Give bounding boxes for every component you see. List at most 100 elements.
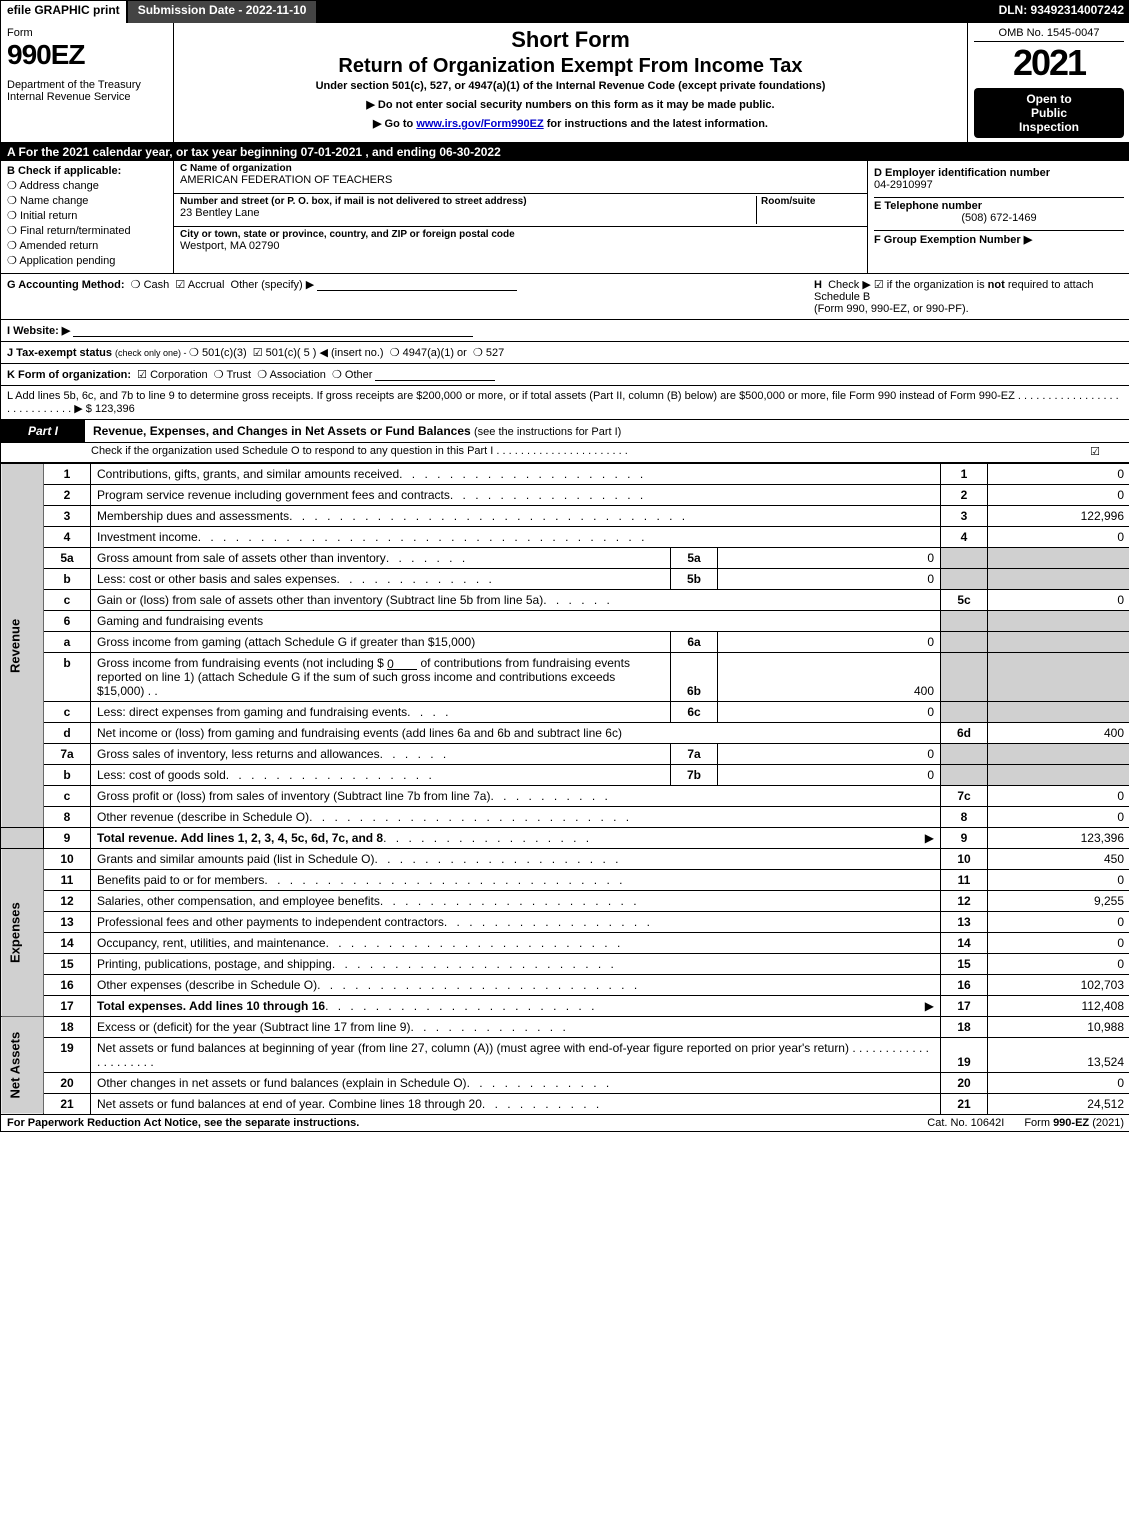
line-8-no: 8 <box>44 807 91 828</box>
part-i-title-text: Revenue, Expenses, and Changes in Net As… <box>93 424 471 438</box>
cb-527-label: 527 <box>486 347 504 359</box>
cb-trust-icon[interactable]: ❍ <box>214 369 224 381</box>
line-8: 8 Other revenue (describe in Schedule O)… <box>1 807 1129 828</box>
cb-trust-label: Trust <box>226 369 251 381</box>
line-7a-subno: 7a <box>671 744 718 765</box>
city-row: City or town, state or province, country… <box>174 227 867 259</box>
l-arrow-icon: ▶ <box>74 403 82 415</box>
cb-initial-return[interactable]: ❍ Initial return <box>7 209 167 222</box>
line-6a-subval: 0 <box>718 632 941 653</box>
cb-assoc-label: Association <box>270 369 326 381</box>
line-6c-subno: 6c <box>671 702 718 723</box>
line-3-no: 3 <box>44 506 91 527</box>
line-7a-subval: 0 <box>718 744 941 765</box>
efile-print-label[interactable]: efile GRAPHIC print <box>1 1 128 23</box>
line-4-val: 0 <box>988 527 1129 548</box>
line-6a-subno: 6a <box>671 632 718 653</box>
line-6a-desc: Gross income from gaming (attach Schedul… <box>91 632 671 653</box>
other-org-field[interactable] <box>375 368 495 381</box>
line-6a-box-shade <box>941 632 988 653</box>
line-6a: a Gross income from gaming (attach Sched… <box>1 632 1129 653</box>
line-6: 6 Gaming and fundraising events <box>1 611 1129 632</box>
line-4-desc: Investment income <box>97 530 198 544</box>
line-3-val: 122,996 <box>988 506 1129 527</box>
part-i-note-checkbox-icon[interactable]: ☑ <box>1090 446 1100 458</box>
line-9-side <box>1 828 44 849</box>
line-15-no: 15 <box>44 954 91 975</box>
cb-initial-return-label: Initial return <box>20 210 77 222</box>
line-2-desc: Program service revenue including govern… <box>97 488 450 502</box>
cb-amended-return[interactable]: ❍ Amended return <box>7 239 167 252</box>
line-21-box: 21 <box>941 1094 988 1115</box>
g-label: G Accounting Method: <box>7 279 125 291</box>
line-7a-no: 7a <box>44 744 91 765</box>
submission-date-label: Submission Date - 2022-11-10 <box>128 1 319 23</box>
cb-accrual-icon[interactable]: ☑ <box>175 279 185 291</box>
line-9-desc: Total revenue. Add lines 1, 2, 3, 4, 5c,… <box>97 831 383 845</box>
cb-527-icon[interactable]: ❍ <box>473 347 483 359</box>
line-12-box: 12 <box>941 891 988 912</box>
line-6b-subval: 400 <box>718 653 941 702</box>
line-6c: c Less: direct expenses from gaming and … <box>1 702 1129 723</box>
line-6c-val-shade <box>988 702 1129 723</box>
cb-schedule-b-icon[interactable]: ☑ <box>874 279 884 291</box>
section-c: C Name of organization AMERICAN FEDERATI… <box>174 161 868 273</box>
line-6c-desc: Less: direct expenses from gaming and fu… <box>97 705 407 719</box>
cb-other-org-icon[interactable]: ❍ <box>332 369 342 381</box>
line-6b-desc1: Gross income from fundraising events (no… <box>97 656 384 670</box>
tax-year: 2021 <box>974 42 1124 84</box>
cb-final-return-label: Final return/terminated <box>20 225 131 237</box>
line-5a-subval: 0 <box>718 548 941 569</box>
irs-link[interactable]: www.irs.gov/Form990EZ <box>416 118 543 130</box>
cb-corp-icon[interactable]: ☑ <box>137 369 147 381</box>
cb-application-pending[interactable]: ❍ Application pending <box>7 254 167 267</box>
cb-final-return[interactable]: ❍ Final return/terminated <box>7 224 167 237</box>
line-6b-desc-cell: Gross income from fundraising events (no… <box>91 653 671 702</box>
h-text1: Check ▶ <box>828 279 874 291</box>
h-not: not <box>988 279 1005 291</box>
cb-cash-label: Cash <box>144 279 170 291</box>
cb-application-pending-label: Application pending <box>19 255 115 267</box>
line-6b-subno: 6b <box>671 653 718 702</box>
footer-form-suffix: (2021) <box>1092 1117 1124 1129</box>
footer-form-prefix: Form <box>1024 1117 1053 1129</box>
section-i: I Website: ▶ <box>1 320 1129 342</box>
line-11-no: 11 <box>44 870 91 891</box>
page-footer: For Paperwork Reduction Act Notice, see … <box>1 1114 1129 1131</box>
line-18-desc: Excess or (deficit) for the year (Subtra… <box>97 1020 410 1034</box>
line-15-desc: Printing, publications, postage, and shi… <box>97 957 332 971</box>
line-20-box: 20 <box>941 1073 988 1094</box>
part-i-note-dots: . . . . . . . . . . . . . . . . . . . . … <box>496 445 627 457</box>
line-21-desc: Net assets or fund balances at end of ye… <box>97 1097 482 1111</box>
cb-accrual-label: Accrual <box>188 279 225 291</box>
line-6d-val: 400 <box>988 723 1129 744</box>
cb-501c-label: 501(c)( 5 ) ◀ (insert no.) <box>266 347 384 359</box>
line-6d-desc: Net income or (loss) from gaming and fun… <box>91 723 941 744</box>
city-label: City or town, state or province, country… <box>180 229 861 240</box>
cb-4947-icon[interactable]: ❍ <box>390 347 400 359</box>
website-field[interactable] <box>73 324 473 337</box>
line-17-desc: Total expenses. Add lines 10 through 16 <box>97 999 325 1013</box>
line-19-val: 13,524 <box>988 1038 1129 1073</box>
line-12-val: 9,255 <box>988 891 1129 912</box>
irs-label: Internal Revenue Service <box>7 91 167 103</box>
footer-right: Form 990-EZ (2021) <box>1024 1117 1124 1129</box>
expenses-sidebar: Expenses <box>1 849 44 1017</box>
line-a-tax-year: A For the 2021 calendar year, or tax yea… <box>1 143 1129 161</box>
cb-name-change[interactable]: ❍ Name change <box>7 194 167 207</box>
instr2-prefix: ▶ Go to <box>373 118 416 130</box>
footer-left: For Paperwork Reduction Act Notice, see … <box>7 1117 907 1129</box>
cb-assoc-icon[interactable]: ❍ <box>257 369 267 381</box>
cb-501c-icon[interactable]: ☑ <box>253 347 263 359</box>
line-20: 20 Other changes in net assets or fund b… <box>1 1073 1129 1094</box>
line-7c-val: 0 <box>988 786 1129 807</box>
line-10: Expenses 10 Grants and similar amounts p… <box>1 849 1129 870</box>
l-value: $ 123,396 <box>86 403 135 415</box>
other-specify-field[interactable] <box>317 278 517 291</box>
line-7b-box-shade <box>941 765 988 786</box>
line-5c-val: 0 <box>988 590 1129 611</box>
cb-address-change[interactable]: ❍ Address change <box>7 179 167 192</box>
cb-cash-icon[interactable]: ❍ <box>131 279 141 291</box>
cb-501c3-icon[interactable]: ❍ <box>189 347 199 359</box>
line-13: 13 Professional fees and other payments … <box>1 912 1129 933</box>
